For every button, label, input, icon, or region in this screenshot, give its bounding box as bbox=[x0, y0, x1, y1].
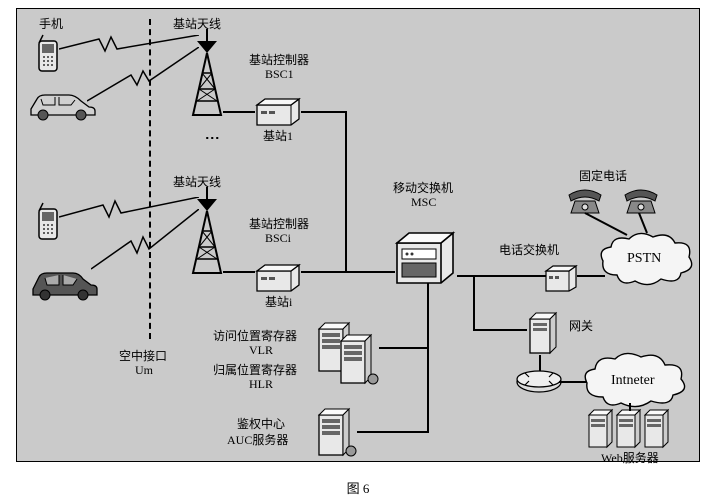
pbx-label: 电话交换机 bbox=[499, 241, 559, 258]
fixed-phone-label: 固定电话 bbox=[579, 167, 627, 184]
auc-server-icon bbox=[313, 407, 361, 466]
internet-label: Intneter bbox=[611, 373, 655, 389]
phone-label: 手机 bbox=[39, 15, 63, 32]
bsi-label: 基站i bbox=[265, 293, 292, 310]
link-pstn-tel1 bbox=[583, 211, 629, 237]
link-bs1-v bbox=[345, 111, 347, 273]
bsc1-label-2: BSC1 bbox=[265, 67, 294, 82]
vlr-hlr-server-icon bbox=[313, 321, 385, 396]
ellipsis-dots: ⋮ bbox=[203, 131, 219, 148]
bs1-label: 基站1 bbox=[263, 127, 293, 144]
link-internet-web bbox=[629, 403, 631, 411]
msc-icon bbox=[393, 227, 461, 290]
hlr-label-2: HLR bbox=[249, 377, 273, 392]
wireless-link-4 bbox=[91, 209, 199, 275]
air-interface-label-1: 空中接口 bbox=[119, 347, 167, 364]
link-msc-gw-h bbox=[473, 329, 527, 331]
wireless-link-2 bbox=[87, 47, 199, 107]
link-pstn-tel2 bbox=[633, 211, 663, 235]
internet-cloud: Intneter bbox=[581, 351, 691, 411]
pstn-cloud: PSTN bbox=[597, 231, 697, 289]
gateway-icon bbox=[525, 311, 563, 364]
link-bsi-h bbox=[301, 271, 347, 273]
figure-caption: 图 6 bbox=[0, 478, 716, 497]
link-msc-pbx bbox=[457, 275, 547, 277]
pbx-icon bbox=[543, 263, 579, 298]
antenna-icon-1 bbox=[187, 29, 227, 122]
link-bs1-h bbox=[301, 111, 347, 113]
msc-label-1: 移动交换机 bbox=[393, 179, 453, 196]
bsc1-label-1: 基站控制器 bbox=[249, 51, 309, 68]
link-ant1-bs1 bbox=[223, 111, 255, 113]
router-icon bbox=[515, 369, 563, 400]
link-msc-down bbox=[427, 283, 429, 433]
bsci-label-2: BSCi bbox=[265, 231, 291, 246]
msc-label-2: MSC bbox=[411, 195, 436, 210]
link-ant2-bsi bbox=[223, 271, 255, 273]
vlr-label-1: 访问位置寄存器 bbox=[213, 327, 297, 344]
hlr-label-1: 归属位置寄存器 bbox=[213, 361, 297, 378]
antenna-icon-2 bbox=[187, 187, 227, 280]
bsci-label-1: 基站控制器 bbox=[249, 215, 309, 232]
link-to-vlr bbox=[379, 347, 429, 349]
link-router-internet bbox=[559, 381, 587, 383]
auc-label-2: AUC服务器 bbox=[227, 431, 288, 448]
gateway-label: 网关 bbox=[569, 317, 593, 334]
network-diagram: 空中接口 Um 手机 基站天线 基站天线 ⋮ 基站控制器 BSC1 基站1 基站… bbox=[16, 8, 700, 462]
auc-label-1: 鉴权中心 bbox=[237, 415, 285, 432]
vlr-label-2: VLR bbox=[249, 343, 273, 358]
link-pbx-pstn bbox=[577, 275, 605, 277]
pstn-label: PSTN bbox=[627, 251, 661, 267]
web-label: Web服务器 bbox=[601, 449, 659, 466]
air-interface-label-2: Um bbox=[135, 363, 153, 378]
link-merge-msc bbox=[345, 271, 395, 273]
link-to-auc bbox=[357, 431, 429, 433]
link-msc-gw-v bbox=[473, 275, 475, 331]
